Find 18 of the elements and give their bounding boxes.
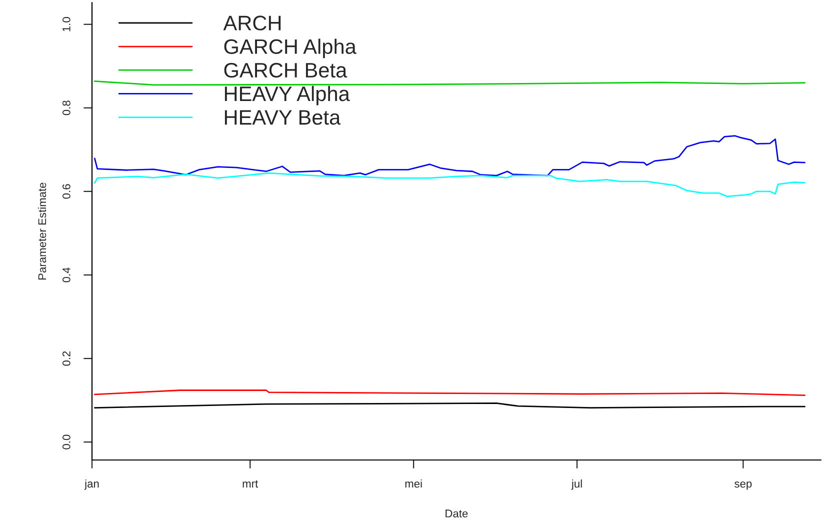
x-tick-label: sep: [734, 482, 752, 490]
x-tick-label: mrt: [242, 480, 258, 488]
y-tick-label: 0.2: [62, 351, 70, 366]
x-tick-label: jul: [571, 479, 582, 490]
legend-label: GARCH Beta: [224, 62, 348, 78]
y-tick-label: 0.4: [62, 268, 70, 282]
x-tick-label: mei: [405, 479, 422, 488]
y-tick-label: 1.0: [62, 17, 70, 32]
legend-label: HEAVY Alpha: [224, 86, 350, 106]
y-tick-label: 0.0: [62, 434, 70, 450]
legend-label: ARCH: [223, 16, 281, 30]
x-tick-label: jan: [84, 479, 99, 490]
y-axis-title: Parameter Estimate: [38, 182, 46, 280]
y-tick-label: 0.8: [62, 100, 70, 116]
legend-label: GARCH Alpha: [224, 38, 356, 58]
y-tick-label: 0.6: [62, 184, 70, 199]
legend-label: HEAVY Beta: [224, 110, 341, 125]
x-axis-title: Date: [446, 510, 468, 518]
